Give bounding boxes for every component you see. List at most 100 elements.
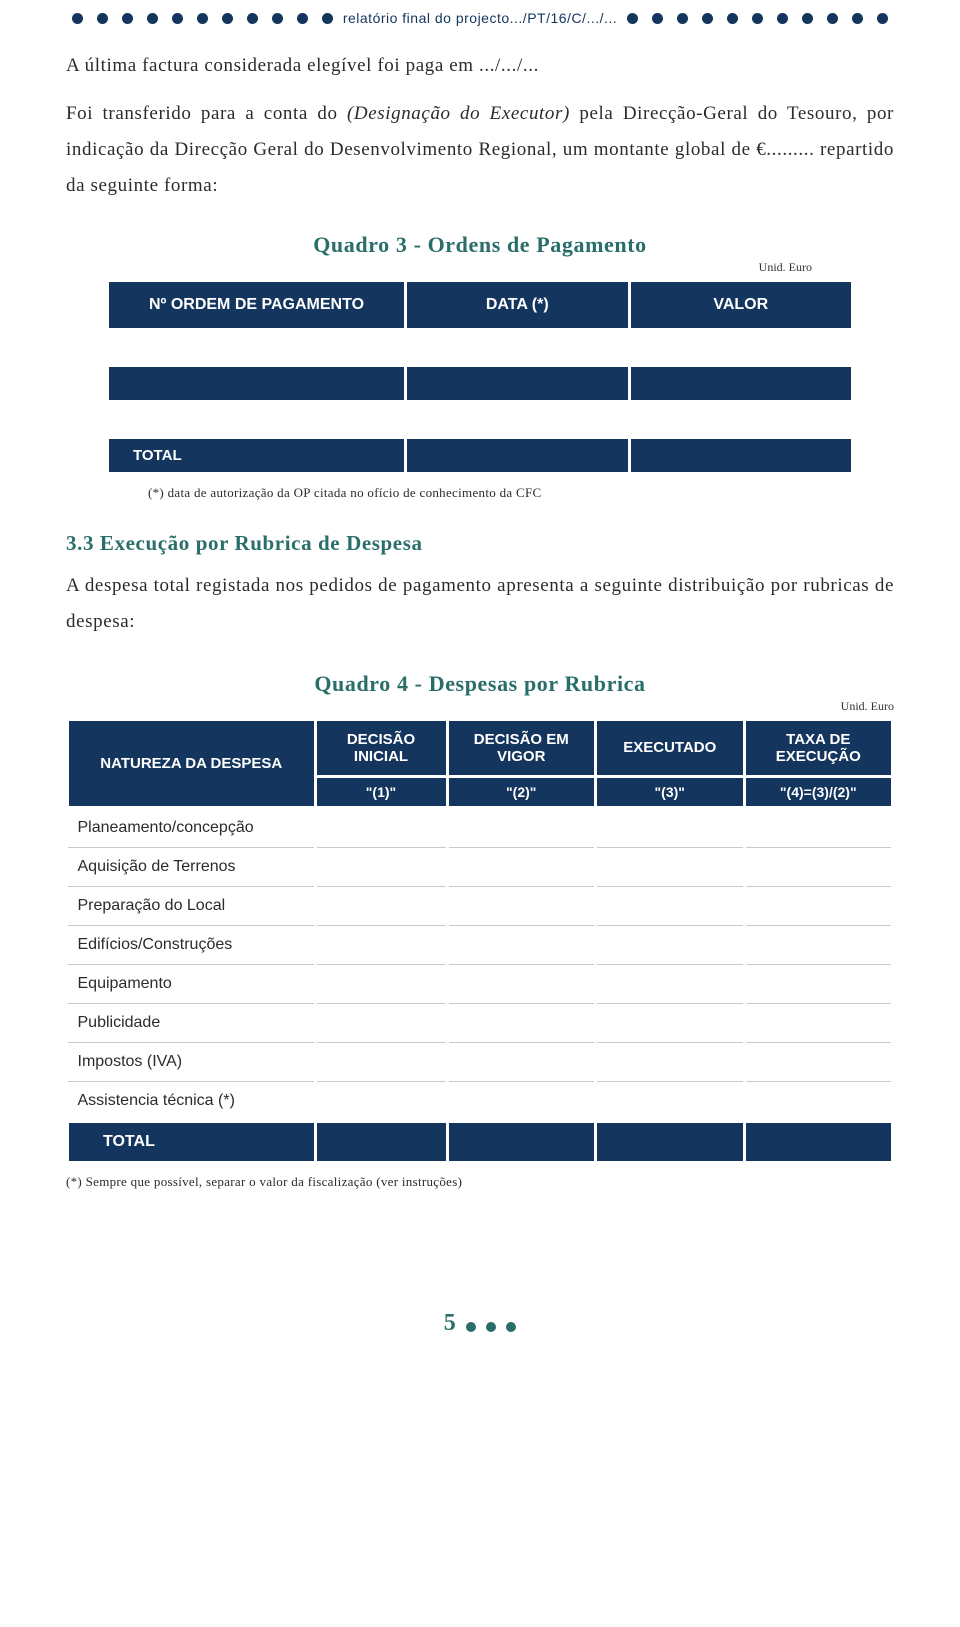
quadro-3-table: Nº ORDEM DE PAGAMENTO DATA (*) VALOR TOT… [106, 279, 854, 475]
quadro-4-title: Quadro 4 - Despesas por Rubrica [66, 671, 894, 697]
table-cell [315, 925, 447, 964]
table-cell [406, 366, 630, 402]
page-footer: 5 [0, 1310, 960, 1337]
table-cell [744, 1042, 893, 1081]
table-row: Assistencia técnica (*) [68, 1081, 893, 1121]
row-label: Assistencia técnica (*) [68, 1081, 316, 1121]
row-label: Edifícios/Construções [68, 925, 316, 964]
table-cell [629, 402, 853, 438]
dot-icon [172, 13, 183, 24]
table-cell [596, 1121, 745, 1162]
table-cell [629, 366, 853, 402]
quadro-4-header-4: TAXA DE EXECUÇÃO [744, 719, 893, 776]
table-row: Impostos (IVA) [68, 1042, 893, 1081]
row-label: Aquisição de Terrenos [68, 847, 316, 886]
table-cell [744, 1121, 893, 1162]
dot-icon [827, 13, 838, 24]
row-label: Publicidade [68, 1003, 316, 1042]
paragraph-2-em: (Designação do Executor) [347, 103, 570, 124]
quadro-4-subheader-1: "(2)" [447, 776, 596, 807]
header-dots-right [627, 13, 888, 24]
table-cell [629, 438, 853, 474]
table-cell [447, 925, 596, 964]
table-cell [447, 964, 596, 1003]
table-cell [108, 330, 406, 366]
quadro-4-unit: Unid. Euro [66, 699, 894, 714]
table-cell [406, 330, 630, 366]
table-cell [744, 886, 893, 925]
table-cell [447, 1042, 596, 1081]
table-cell [406, 438, 630, 474]
dot-icon [877, 13, 888, 24]
table-cell [596, 847, 745, 886]
quadro-3-header-0: Nº ORDEM DE PAGAMENTO [108, 281, 406, 330]
quadro-4-header-1: DECISÃO INICIAL [315, 719, 447, 776]
table-cell [596, 807, 745, 847]
table-row: Aquisição de Terrenos [68, 847, 893, 886]
header-title: relatório final do projecto.../PT/16/C/.… [333, 10, 627, 26]
quadro-4-total-label: TOTAL [68, 1121, 316, 1162]
table-cell [315, 886, 447, 925]
dot-icon [852, 13, 863, 24]
table-row: Planeamento/concepção [68, 807, 893, 847]
table-cell [629, 330, 853, 366]
dot-icon [752, 13, 763, 24]
section-3-3-body: A despesa total registada nos pedidos de… [66, 568, 894, 640]
dot-icon [677, 13, 688, 24]
quadro-4-table: NATUREZA DA DESPESA DECISÃO INICIAL DECI… [66, 718, 894, 1164]
quadro-3-footnote: (*) data de autorização da OP citada no … [148, 485, 854, 501]
table-cell [315, 1121, 447, 1162]
table-cell [596, 1003, 745, 1042]
table-cell [108, 366, 406, 402]
dot-icon [122, 13, 133, 24]
table-cell [315, 1042, 447, 1081]
quadro-3-header-1: DATA (*) [406, 281, 630, 330]
table-row: Publicidade [68, 1003, 893, 1042]
quadro-4-subheader-2: "(3)" [596, 776, 745, 807]
table-cell [744, 1081, 893, 1121]
table-cell [108, 402, 406, 438]
table-row: Edifícios/Construções [68, 925, 893, 964]
table-cell [596, 1042, 745, 1081]
dot-icon [297, 13, 308, 24]
quadro-3-title: Quadro 3 - Ordens de Pagamento [66, 232, 894, 258]
dot-icon [466, 1322, 476, 1332]
quadro-3-total-label: TOTAL [108, 438, 406, 474]
table-cell [447, 886, 596, 925]
table-cell [596, 886, 745, 925]
dot-icon [627, 13, 638, 24]
table-cell [596, 925, 745, 964]
paragraph-2-pre: Foi transferido para a conta do [66, 103, 347, 124]
dot-icon [702, 13, 713, 24]
table-cell [596, 1081, 745, 1121]
table-cell [315, 847, 447, 886]
dot-icon [322, 13, 333, 24]
table-cell [447, 807, 596, 847]
table-cell [315, 1081, 447, 1121]
dot-icon [506, 1322, 516, 1332]
dot-icon [777, 13, 788, 24]
row-label: Planeamento/concepção [68, 807, 316, 847]
table-cell [447, 847, 596, 886]
header-band: relatório final do projecto.../PT/16/C/.… [0, 0, 960, 48]
table-cell [315, 807, 447, 847]
table-cell [447, 1003, 596, 1042]
table-cell [744, 1003, 893, 1042]
dot-icon [727, 13, 738, 24]
table-cell [315, 964, 447, 1003]
dot-icon [486, 1322, 496, 1332]
dot-icon [247, 13, 258, 24]
row-label: Impostos (IVA) [68, 1042, 316, 1081]
table-cell [744, 964, 893, 1003]
row-label: Preparação do Local [68, 886, 316, 925]
dot-icon [97, 13, 108, 24]
page-number: 5 [444, 1310, 456, 1337]
table-cell [596, 964, 745, 1003]
quadro-4-subheader-0: "(1)" [315, 776, 447, 807]
quadro-4-header-2: DECISÃO EM VIGOR [447, 719, 596, 776]
quadro-4-header-3: EXECUTADO [596, 719, 745, 776]
table-cell [447, 1121, 596, 1162]
section-3-3-heading: 3.3 Execução por Rubrica de Despesa [66, 531, 894, 556]
row-label: Equipamento [68, 964, 316, 1003]
dot-icon [222, 13, 233, 24]
